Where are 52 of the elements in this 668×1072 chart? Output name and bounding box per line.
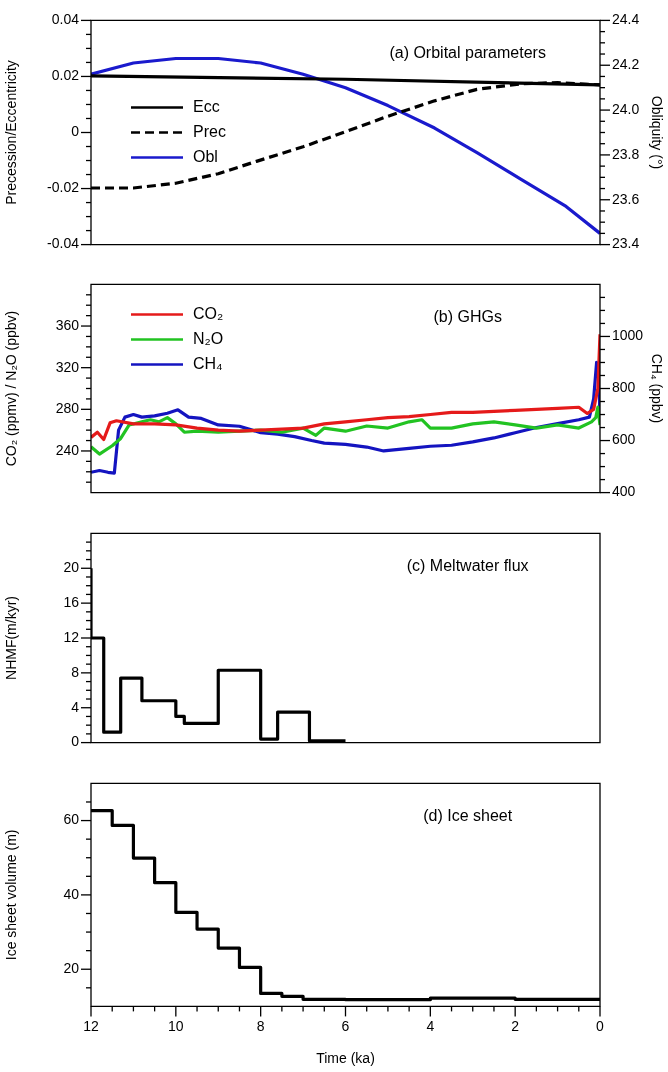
y-tick-label: 0.02: [51, 67, 80, 84]
y-tick-label: 0: [71, 123, 80, 140]
y-tick-label: 60: [63, 811, 80, 828]
x-tick-label: 12: [83, 1017, 99, 1034]
y2-tick-label: 23.6: [612, 190, 640, 207]
legend-label: Ecc: [193, 97, 220, 115]
y2-tick-label: 600: [612, 431, 636, 448]
y-tick-label: 8: [71, 663, 80, 680]
y2-axis-title: Obliquity (°): [648, 95, 665, 170]
x-tick-label: 8: [256, 1017, 265, 1034]
y-axis-title: Precession/Eccentricity: [3, 60, 20, 205]
y-tick-label: 4: [71, 698, 80, 715]
y-axis-title: CO₂ (ppmv) / N₂O (ppbv): [3, 310, 20, 467]
y2-tick-label: 23.4: [612, 235, 640, 252]
legend-label: N₂O: [193, 329, 224, 347]
y-tick-label: -0.02: [47, 179, 80, 196]
y-tick-label: 20: [63, 960, 80, 977]
x-tick-label: 4: [426, 1017, 435, 1034]
y2-tick-label: 24.4: [612, 11, 640, 28]
y2-tick-label: 800: [612, 379, 636, 396]
x-tick-label: 6: [341, 1017, 350, 1034]
y2-tick-label: 24.2: [612, 56, 640, 73]
y-tick-label: 280: [55, 400, 80, 417]
y2-tick-label: 1000: [612, 327, 644, 344]
x-tick-label: 2: [511, 1017, 520, 1034]
y-tick-label: 360: [55, 316, 80, 333]
y-tick-label: 0.04: [51, 11, 80, 28]
y2-tick-label: 24.0: [612, 100, 640, 117]
y-axis-title: Ice sheet volume (m): [3, 829, 20, 961]
text: (a) Orbital parameters: [389, 43, 546, 61]
legend-label: CO₂: [193, 304, 224, 322]
y-tick-label: 0: [71, 733, 80, 750]
text: (b) GHGs: [433, 307, 502, 325]
legend-label: CH₄: [193, 354, 223, 372]
legend-label: Prec: [193, 122, 226, 140]
y-tick-label: 40: [63, 885, 80, 902]
x-axis-title: Time (ka): [316, 1050, 375, 1067]
y-tick-label: 16: [63, 593, 80, 610]
x-tick-label: 0: [596, 1017, 605, 1034]
y-tick-label: 12: [63, 628, 80, 645]
y-axis-title: NHMF(m/kyr): [3, 596, 20, 680]
y2-tick-label: 400: [612, 483, 636, 500]
y2-tick-label: 23.8: [612, 145, 640, 162]
y-tick-label: 320: [55, 358, 80, 375]
text: (c) Meltwater flux: [406, 556, 529, 574]
y-tick-label: 20: [63, 559, 80, 576]
legend-label: Obl: [193, 147, 218, 165]
x-tick-label: 10: [168, 1017, 184, 1034]
text: (d) Ice sheet: [423, 806, 513, 824]
y2-axis-title: CH₄ (ppbv): [648, 353, 665, 424]
y-tick-label: 240: [55, 441, 80, 458]
y-tick-label: -0.04: [47, 235, 80, 252]
